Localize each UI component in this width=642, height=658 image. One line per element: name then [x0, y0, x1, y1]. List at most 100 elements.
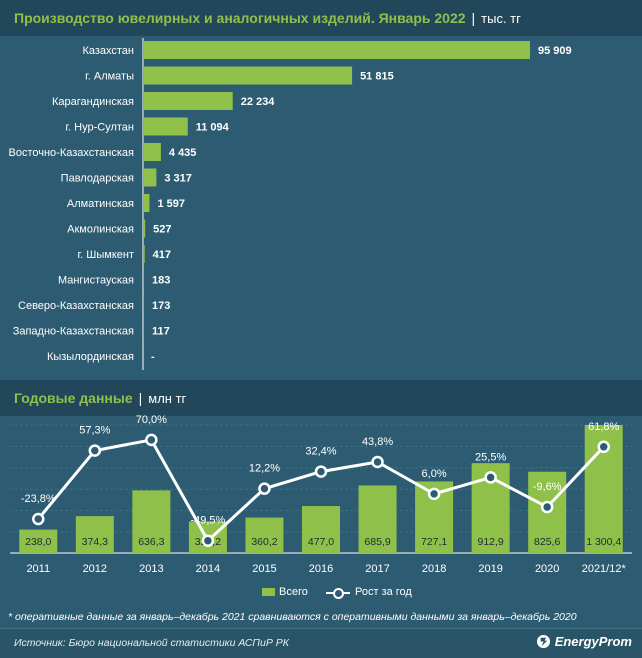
growth-point [540, 500, 554, 514]
growth-label: 32,4% [305, 446, 336, 458]
region-bar [143, 321, 144, 340]
region-bar [143, 296, 144, 314]
region-label: Мангистауская [58, 275, 134, 287]
year-tick-label: 2013 [139, 563, 163, 575]
source-text: Источник: Бюро национальной статистики А… [14, 637, 289, 649]
region-bar [143, 117, 188, 136]
region-bar [143, 219, 146, 238]
growth-point [427, 487, 441, 501]
legend-bar-label: Всего [279, 586, 308, 598]
year-tick-label: 2016 [309, 563, 333, 575]
annual-total-label: 636,3 [138, 536, 164, 548]
annual-total-label: 825,6 [534, 536, 560, 548]
region-label: Восточно-Казахстанская [8, 147, 134, 159]
legend-line-label: Рост за год [355, 586, 412, 598]
region-value-label: 527 [153, 224, 171, 236]
annual-total-bar [245, 517, 284, 553]
annual-total-bar [302, 506, 340, 553]
annual-total-label: 727,1 [421, 536, 447, 548]
region-label: г. Алматы [85, 71, 134, 83]
growth-label: 25,5% [475, 451, 506, 463]
region-bar [143, 168, 157, 187]
legend-bar-swatch [262, 588, 275, 596]
region-bar [143, 245, 145, 263]
year-tick-label: 2018 [422, 563, 446, 575]
region-label: Павлодарская [61, 173, 134, 185]
year-tick-label: 2020 [535, 563, 559, 575]
region-value-label: 183 [152, 275, 170, 287]
growth-point [484, 471, 497, 484]
year-tick-label: 2012 [83, 563, 107, 575]
chart1-unit: тыс. тг [481, 11, 521, 26]
region-label: Западно-Казахстанская [13, 326, 134, 338]
annual-total-bar [358, 485, 397, 553]
annual-total-label: 374,3 [82, 536, 108, 548]
chart2-title: Годовые данные [14, 390, 133, 406]
growth-point [314, 465, 328, 478]
region-value-label: 1 597 [157, 198, 185, 210]
chart1-header: Производство ювелирных и аналогичных изд… [0, 0, 642, 36]
region-value-label: 173 [152, 300, 170, 312]
year-tick-label: 2014 [196, 563, 220, 575]
annual-total-label: 1 300,4 [586, 536, 621, 548]
region-value-label: 4 435 [169, 147, 197, 159]
chart1-title: Производство ювелирных и аналогичных изд… [14, 10, 466, 26]
year-tick-label: 2011 [26, 563, 50, 575]
region-value-label: 3 317 [164, 173, 192, 185]
annual-total-label: 685,9 [364, 536, 390, 548]
growth-label: -23,8% [21, 493, 56, 505]
region-value-label: 417 [153, 249, 171, 261]
chart2-unit: млн тг [148, 391, 187, 406]
growth-label: 57,3% [79, 425, 110, 437]
growth-label: 61,8% [588, 421, 619, 433]
region-label: Карагандинская [52, 96, 134, 108]
growth-label: -49,5% [190, 515, 225, 527]
annual-total-bar [19, 529, 58, 553]
region-value-label: 22 234 [241, 96, 276, 108]
growth-label: 12,2% [249, 463, 280, 475]
region-value-label: 51 815 [360, 71, 394, 83]
growth-point [258, 482, 271, 495]
region-bar [143, 66, 353, 85]
growth-label: 43,8% [362, 436, 393, 448]
year-tick-label: 2015 [252, 563, 276, 575]
logo-text: EnergyProm [554, 634, 632, 649]
region-bar [143, 41, 530, 59]
annual-total-bar [132, 490, 171, 553]
year-tick-label: 2019 [478, 563, 502, 575]
region-bar [143, 194, 150, 212]
growth-point [201, 534, 215, 547]
year-tick-label: 2021/12* [582, 563, 627, 575]
source-bar: Источник: Бюро национальной статистики А… [0, 628, 642, 658]
chart2-header: Годовые данные | млн тг [0, 380, 642, 416]
growth-point [145, 433, 158, 447]
growth-point [371, 455, 384, 469]
region-value-label: 11 094 [196, 122, 230, 134]
growth-point [597, 440, 610, 454]
region-bar [143, 270, 144, 289]
region-label: Казахстан [82, 45, 134, 57]
region-label: г. Нур-Султан [65, 122, 134, 134]
legend-line-marker [333, 588, 344, 599]
annual-total-label: 360,2 [251, 536, 277, 548]
region-label: Алматинская [67, 198, 134, 210]
region-label: Кызылординская [47, 351, 134, 363]
growth-label: -9,6% [533, 481, 562, 493]
logo-mark-icon [536, 634, 550, 649]
region-bar [143, 143, 161, 161]
annual-total-label: 912,9 [477, 536, 503, 548]
energyprom-logo: EnergyProm [536, 634, 632, 649]
region-value-label: - [151, 351, 155, 363]
region-label: Акмолинская [67, 224, 134, 236]
region-label: Северо-Казахстанская [18, 300, 134, 312]
annual-total-label: 477,0 [308, 536, 334, 548]
growth-point [32, 512, 45, 526]
region-label: г. Шымкент [78, 249, 135, 261]
growth-label: 70,0% [136, 414, 167, 426]
region-value-label: 95 909 [538, 45, 572, 57]
growth-point [88, 444, 102, 457]
region-bar [143, 92, 233, 110]
footnote: * оперативные данные за январь–декабрь 2… [8, 611, 577, 623]
region-value-label: 117 [152, 326, 170, 338]
